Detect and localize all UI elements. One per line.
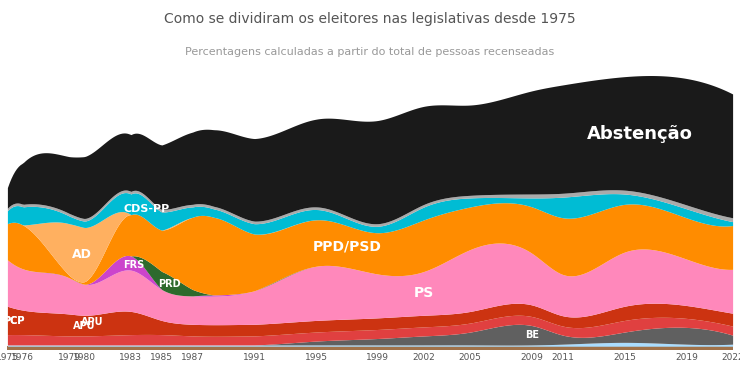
- Text: APU: APU: [73, 321, 95, 331]
- Text: PCP: PCP: [3, 316, 24, 326]
- Text: PCP: PCP: [3, 316, 24, 326]
- Text: Como se dividiram os eleitores nas legislativas desde 1975: Como se dividiram os eleitores nas legis…: [164, 12, 576, 26]
- Text: CDS-PP: CDS-PP: [123, 204, 169, 214]
- Text: APU: APU: [81, 317, 104, 327]
- Text: AD: AD: [72, 248, 92, 261]
- Text: Percentagens calculadas a partir do total de pessoas recenseadas: Percentagens calculadas a partir do tota…: [186, 47, 554, 57]
- Text: FRS: FRS: [124, 259, 144, 270]
- Text: PRD: PRD: [158, 279, 181, 289]
- Text: BE: BE: [525, 330, 539, 340]
- Text: PPD/PSD: PPD/PSD: [312, 240, 381, 254]
- Text: PS: PS: [414, 286, 434, 300]
- Text: Abstenção: Abstenção: [587, 125, 693, 143]
